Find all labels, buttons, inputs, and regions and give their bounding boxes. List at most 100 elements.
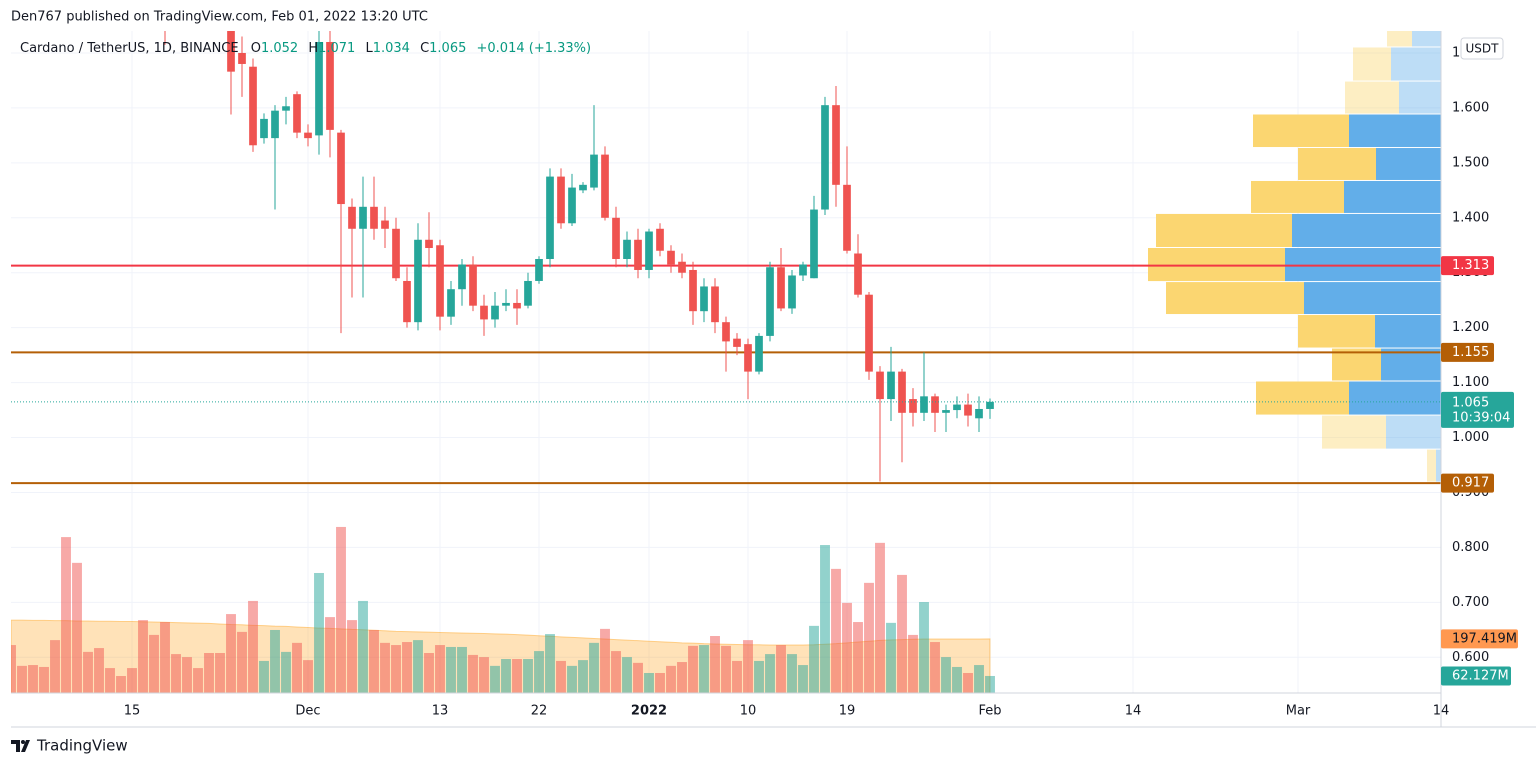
volume-bar <box>853 622 863 693</box>
candle-body <box>766 267 774 336</box>
profile-up <box>1285 248 1441 282</box>
ohlc-value: 1.071 <box>318 41 355 56</box>
x-tick-label: Feb <box>978 704 1001 719</box>
volume-bar <box>336 526 346 693</box>
brand-name[interactable]: TradingView <box>36 737 128 755</box>
profile-down <box>1387 31 1412 47</box>
unit-button-box[interactable] <box>1460 37 1504 60</box>
profile-up <box>1412 31 1441 47</box>
volume-bar <box>963 672 973 693</box>
candle-body <box>601 154 609 218</box>
brand-logo[interactable] <box>11 740 30 752</box>
candle-body <box>348 206 356 229</box>
volume-bar <box>512 659 522 693</box>
profile-down <box>1427 449 1436 482</box>
volume-bar <box>941 657 951 693</box>
ohlc-label: C <box>420 41 429 56</box>
profile-up <box>1436 449 1441 482</box>
candle-body <box>480 305 488 320</box>
candle-body <box>667 250 675 265</box>
volume-bar <box>369 629 379 693</box>
candle-body <box>568 187 576 224</box>
x-tick-label: Mar <box>1286 704 1311 719</box>
volume-bar <box>600 628 610 693</box>
volume-ma-badge-box <box>1441 629 1518 649</box>
volume-bar <box>919 602 929 693</box>
candle-body <box>381 220 389 229</box>
y-tick-label: 1.200 <box>1452 320 1489 335</box>
candle-body <box>546 176 554 259</box>
candle-body <box>403 280 411 323</box>
candle-body <box>447 289 455 317</box>
candle-body <box>436 245 444 317</box>
volume-bar <box>589 642 599 693</box>
volume-bar <box>237 631 247 693</box>
candle-body <box>623 239 631 259</box>
candle-body <box>832 105 840 185</box>
profile-down <box>1251 180 1344 213</box>
brand[interactable]: TradingView <box>11 737 128 755</box>
volume-bar <box>127 668 137 693</box>
profile-down <box>1298 315 1375 348</box>
volume-bar <box>556 660 566 693</box>
candle-body <box>788 275 796 309</box>
unit-button[interactable]: USDT <box>1460 37 1504 60</box>
profile-down <box>1148 248 1285 282</box>
candle-body <box>700 286 708 312</box>
volume-bar <box>523 659 533 693</box>
candle-body <box>359 206 367 229</box>
volume-bar <box>215 652 225 693</box>
volume-bar <box>666 665 676 693</box>
volume-bar <box>798 665 808 693</box>
candle-body <box>678 261 686 273</box>
profile-down <box>1156 213 1292 248</box>
candle-body <box>898 371 906 413</box>
candle-body <box>425 239 433 249</box>
x-tick-label: 15 <box>124 704 141 719</box>
volume-bar <box>699 645 709 693</box>
profile-up <box>1386 415 1441 449</box>
candle-body <box>920 396 928 413</box>
price-line-label: 1.155 <box>1452 345 1489 360</box>
volume-bar <box>842 602 852 693</box>
volume-bar <box>820 545 830 693</box>
candle-body <box>799 264 807 276</box>
volume-bar <box>974 665 984 693</box>
volume-bar <box>171 654 181 693</box>
volume-bar <box>677 662 687 693</box>
candle-body <box>843 184 851 251</box>
volume-bar <box>468 654 478 693</box>
volume-bar <box>611 651 621 693</box>
volume-bar <box>11 645 16 693</box>
volume-bar <box>908 634 918 693</box>
x-tick-label: Dec <box>295 704 320 719</box>
volume-bar <box>721 645 731 693</box>
volume-bar <box>710 636 720 693</box>
brand-logo-dot[interactable] <box>21 740 25 744</box>
candle-body <box>645 231 653 270</box>
legend: Cardano / TetherUS, 1D, BINANCE O1.052 H… <box>20 41 591 56</box>
profile-down <box>1345 81 1399 114</box>
volume-bar <box>105 668 115 693</box>
volume-bar <box>809 625 819 693</box>
volume-bar <box>61 537 71 693</box>
volume-bar <box>732 660 742 693</box>
change: +0.014 (+1.33%) <box>477 41 592 56</box>
x-tick-label: 22 <box>531 704 548 719</box>
volume-bar <box>292 642 302 693</box>
volume-bar <box>204 652 214 693</box>
profile-up <box>1391 47 1441 81</box>
profile-up <box>1304 282 1441 315</box>
volume-bar <box>886 622 896 693</box>
candle-body <box>392 228 400 279</box>
price-line-label: 1.313 <box>1452 258 1489 273</box>
profile-down <box>1298 148 1376 180</box>
unit-button-label[interactable]: USDT <box>1466 42 1500 56</box>
volume-bar <box>138 620 148 693</box>
x-tick-label: 14 <box>1433 704 1450 719</box>
candle-body <box>777 267 785 309</box>
candle-body <box>634 239 642 270</box>
candle-body <box>326 41 334 130</box>
